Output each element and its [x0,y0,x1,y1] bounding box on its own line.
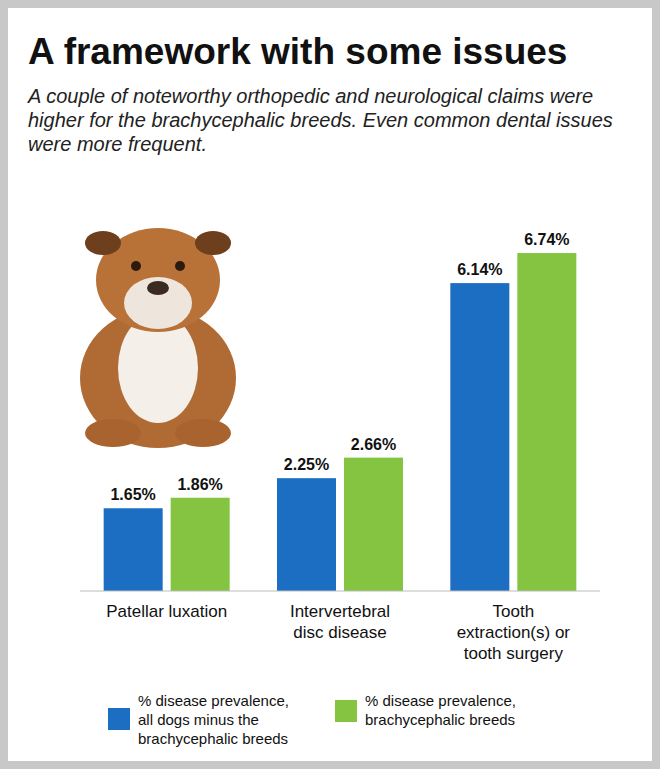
dog-illustration [80,228,236,448]
bar [450,283,509,591]
data-label: 6.74% [524,231,569,248]
panel: A framework with some issues A couple of … [8,8,652,761]
data-label: 2.66% [351,436,396,453]
bar [277,478,336,591]
data-label: 2.25% [284,456,329,473]
subtitle: A couple of noteworthy orthopedic and ne… [28,84,628,156]
legend-swatch [335,700,357,722]
category-label: Patellar luxation [103,601,231,622]
data-label: 6.14% [457,261,502,278]
legend-swatch [108,708,130,730]
legend-label: % disease prevalence, brachycephalic bre… [365,691,527,729]
dog-muzzle [124,277,192,329]
data-label: 1.86% [177,476,222,493]
category-label: Tooth extraction(s) or tooth surgery [449,601,577,664]
data-labels: 1.65% 2.25% 6.14% 1.86% 2.66% 6.74% [110,231,569,503]
dog-eye [131,261,141,271]
dog-ear [85,231,121,255]
bars [104,253,577,591]
bar [344,458,403,591]
category-label: Intervertebral disc disease [276,601,404,643]
bar [171,498,230,591]
bar [104,508,163,591]
data-label: 1.65% [110,486,155,503]
dog-eye [175,261,185,271]
page: {"chart_data": {"type": "bar", "title": … [0,0,660,769]
baseline [80,591,600,592]
dog-paw [85,419,141,447]
dog-ear [195,231,231,255]
legend-label: % disease prevalence, all dogs minus the… [138,691,300,748]
title: A framework with some issues [28,30,638,74]
dog-nose [147,281,169,295]
dog-paw [175,419,231,447]
bar [517,253,576,591]
